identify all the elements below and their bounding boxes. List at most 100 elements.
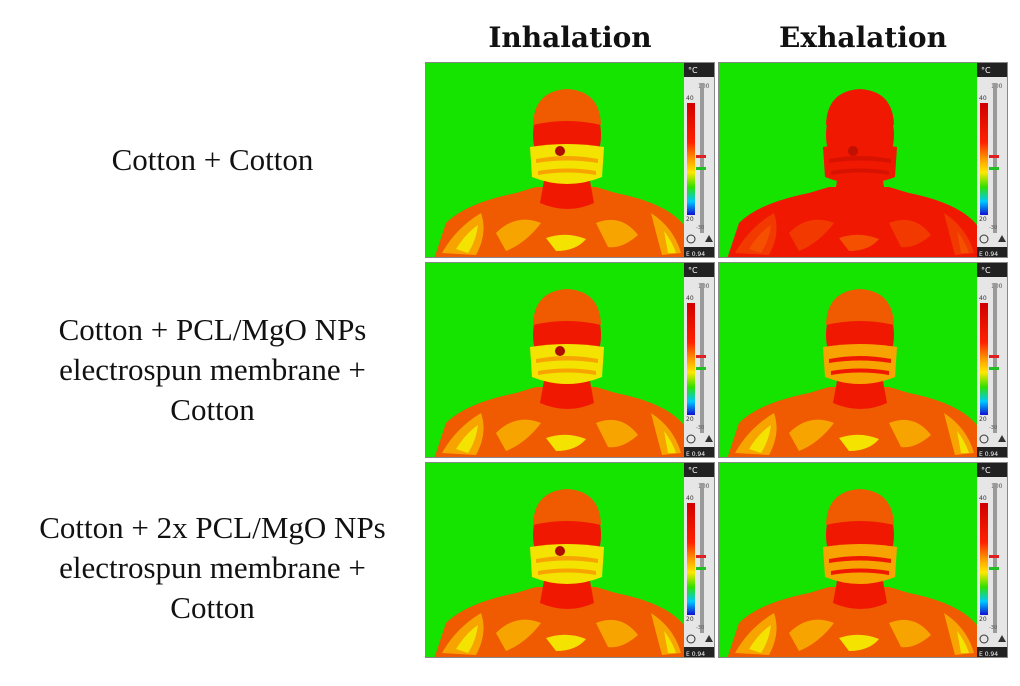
cap: [533, 289, 601, 325]
triangle-icon: [705, 635, 713, 642]
scale-upper: 40: [686, 95, 694, 102]
mask-pleat: [536, 556, 598, 575]
cap: [826, 89, 894, 125]
scale-lower: 20: [979, 616, 987, 623]
scale-header: [977, 263, 1007, 277]
scale-header: [977, 463, 1007, 477]
cap: [533, 489, 601, 525]
scale-min: -30: [989, 425, 997, 431]
emissivity-box: [684, 247, 714, 257]
nose-spot: [848, 146, 858, 156]
scale-upper: 40: [686, 295, 694, 302]
nose-spot: [555, 346, 565, 356]
cap: [533, 89, 601, 125]
emissivity-box: [684, 447, 714, 457]
column-header-exhalation: Exhalation: [779, 21, 947, 54]
thermal-image: °C 100 40 20 -30 E 0.94: [718, 462, 1008, 658]
scale-marker: [989, 355, 999, 358]
scale-lower: 20: [686, 416, 694, 423]
mask-pleat: [829, 356, 891, 375]
mask: [530, 344, 604, 384]
emissivity-label: E 0.94: [686, 651, 705, 658]
thermal-image: °C 100 40 20 -30 E 0.94: [425, 62, 715, 258]
torso-pattern: [749, 225, 969, 253]
thermal-photo: °C 100 40 20 -30 E 0.94: [719, 463, 1007, 657]
neck: [833, 381, 887, 409]
scale-header: [684, 463, 714, 477]
emissivity-label: E 0.94: [979, 451, 998, 458]
scale-lower: 20: [686, 216, 694, 223]
nose-spot: [555, 546, 565, 556]
scale-gradient: [980, 503, 988, 615]
scale-upper: 40: [979, 95, 987, 102]
thermal-scale-icon: [686, 434, 696, 444]
eye-band: [534, 329, 600, 343]
triangle-icon: [705, 235, 713, 242]
torso-pattern: [735, 213, 974, 255]
triangle-icon: [998, 635, 1006, 642]
scale-marker: [989, 367, 999, 370]
emissivity-box: [977, 247, 1007, 257]
scale-marker: [696, 367, 706, 370]
thermal-photo: °C 100 40 20 -30 E 0.94: [719, 263, 1007, 458]
scale-lower: 20: [979, 416, 987, 423]
scale-marker: [989, 155, 999, 158]
scale-marker: [696, 555, 706, 558]
scale-lower: 20: [979, 216, 987, 223]
torso-pattern: [749, 425, 969, 453]
torso-pattern: [442, 613, 681, 655]
mask-pleat: [536, 156, 598, 175]
mask: [530, 144, 604, 184]
torso-pattern: [442, 213, 681, 255]
emissivity-box: [684, 647, 714, 657]
emissivity-label: E 0.94: [686, 251, 705, 258]
emissivity-label: E 0.94: [686, 451, 705, 458]
triangle-icon: [998, 235, 1006, 242]
scale-lower: 20: [686, 616, 694, 623]
eye-band: [534, 529, 600, 543]
scale-min: -30: [696, 225, 704, 231]
triangle-icon: [998, 435, 1006, 442]
neck: [833, 581, 887, 609]
nose-spot: [848, 346, 858, 356]
thermal-image: °C 100 40 20 -30 E 0.94: [718, 62, 1008, 258]
thermal-photo: °C 100 40 20 -30 E 0.94: [426, 463, 714, 658]
torso-pattern: [749, 625, 969, 653]
row-label-1: Cotton + Cotton: [0, 140, 425, 180]
neck: [540, 181, 594, 209]
thermal-photo: °C 100 40 20 -30 E 0.94: [426, 263, 714, 458]
thermal-scale-icon: [979, 434, 989, 444]
scale-unit: °C: [688, 266, 698, 275]
scale-gradient: [687, 503, 695, 615]
mask-pleat: [536, 356, 598, 375]
scale-marker: [696, 155, 706, 158]
scale-unit: °C: [981, 266, 991, 275]
scale-unit: °C: [688, 66, 698, 75]
thermal-photo: °C 100 40 20 -30 E 0.94: [719, 63, 1007, 257]
emissivity-box: [977, 447, 1007, 457]
mask: [823, 544, 897, 584]
row-label-line: electrospun membrane +: [59, 550, 366, 585]
torso-pattern: [735, 413, 974, 455]
scale-gradient: [687, 303, 695, 415]
scale-gradient: [980, 303, 988, 415]
eye-band: [827, 329, 893, 343]
nose-spot: [555, 146, 565, 156]
thermal-image: °C 100 40 20 -30 E 0.94: [425, 462, 715, 658]
emissivity-box: [977, 647, 1007, 657]
triangle-icon: [705, 435, 713, 442]
cap: [826, 289, 894, 325]
thermal-image: °C 100 40 20 -30 E 0.94: [718, 262, 1008, 458]
scale-marker: [696, 167, 706, 170]
scale-unit: °C: [981, 466, 991, 475]
row-label-line: Cotton + 2x PCL/MgO NPs: [39, 510, 386, 545]
neck: [540, 581, 594, 609]
scale-gradient: [980, 103, 988, 215]
eye-band: [534, 129, 600, 143]
thermal-scale-icon: [686, 234, 696, 244]
neck: [833, 181, 887, 209]
column-header-inhalation: Inhalation: [488, 21, 652, 54]
scale-gradient: [687, 103, 695, 215]
eye-band: [827, 129, 893, 143]
mask-pleat: [829, 156, 891, 175]
